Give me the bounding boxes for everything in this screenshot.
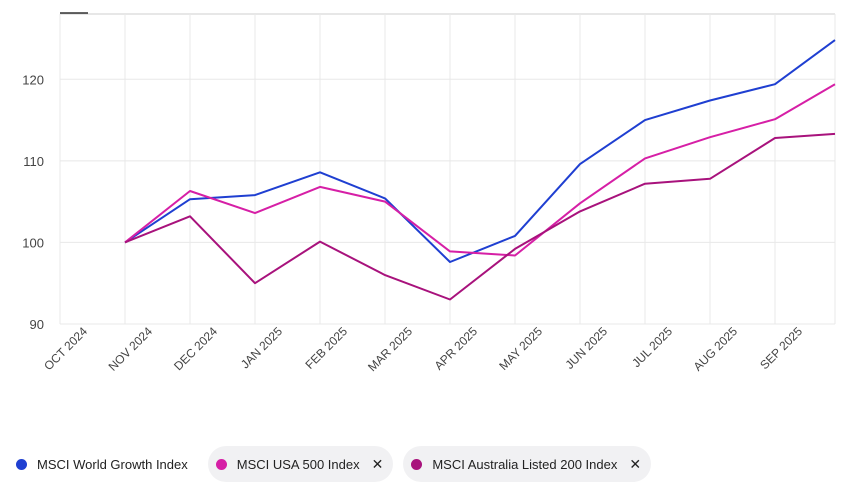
- legend-dot-icon: [16, 458, 27, 470]
- chart-grid: [59, 12, 836, 325]
- y-tick-label: 120: [22, 72, 44, 87]
- x-tick-label: JAN 2025: [238, 324, 285, 371]
- legend-dot-icon: [215, 458, 227, 470]
- legend-item-usa-500[interactable]: MSCI USA 500 Index ✕: [207, 446, 394, 482]
- x-tick-label: JUN 2025: [562, 324, 610, 372]
- legend-label: MSCI USA 500 Index: [236, 456, 360, 472]
- series-line-2: [124, 83, 836, 257]
- x-tick-label: MAR 2025: [365, 324, 415, 374]
- line-chart: 90 100 110 120 OCT 2024 NOV 2024 DEC 2024 JAN …: [22, 12, 836, 374]
- y-tick-label: 100: [22, 235, 44, 250]
- y-axis: 90 100 110 120: [22, 72, 44, 332]
- chart-legend: MSCI World Growth Index MSCI USA 500 Ind…: [8, 446, 652, 482]
- series-line-3: [124, 132, 836, 301]
- x-tick-label: DEC 2024: [171, 324, 220, 373]
- legend-item-australia-200[interactable]: MSCI Australia Listed 200 Index ✕: [403, 446, 652, 482]
- legend-label: MSCI World Growth Index: [37, 456, 188, 472]
- series-lines: [124, 39, 836, 301]
- x-tick-label: OCT 2024: [41, 324, 90, 373]
- x-tick-label: SEP 2025: [757, 324, 805, 372]
- legend-dot-icon: [411, 458, 423, 470]
- x-tick-label: JUL 2025: [629, 324, 675, 370]
- x-tick-label: AUG 2025: [691, 324, 741, 374]
- x-tick-label: MAY 2025: [496, 324, 545, 373]
- y-tick-label: 110: [23, 154, 44, 169]
- x-tick-label: APR 2025: [432, 324, 481, 373]
- legend-label: MSCI Australia Listed 200 Index: [432, 456, 618, 472]
- close-icon[interactable]: ✕: [371, 455, 384, 472]
- x-axis: OCT 2024 NOV 2024 DEC 2024 JAN 2025 FEB 2025…: [41, 324, 805, 374]
- legend-item-world-growth[interactable]: MSCI World Growth Index: [8, 446, 198, 482]
- close-icon[interactable]: ✕: [629, 455, 642, 472]
- x-tick-label: NOV 2024: [106, 324, 156, 374]
- y-tick-label: 90: [30, 317, 44, 332]
- series-line-1: [124, 39, 836, 263]
- x-tick-label: FEB 2025: [302, 324, 350, 372]
